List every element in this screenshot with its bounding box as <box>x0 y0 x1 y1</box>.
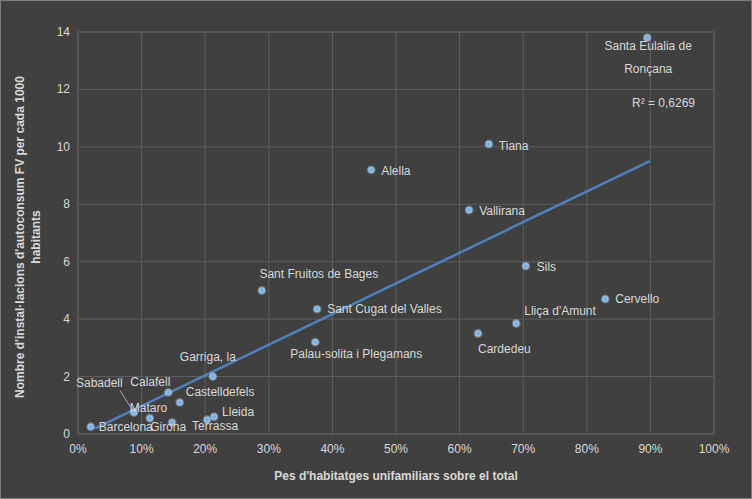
x-tick-label: 60% <box>448 442 472 456</box>
x-axis-title: Pes d'habitatges unifamiliars sobre el t… <box>274 469 518 483</box>
y-tick-label: 10 <box>57 140 71 154</box>
point-label: Sant Fruitos de Bages <box>259 267 378 281</box>
marks <box>88 35 651 430</box>
x-tick-label: 0% <box>69 442 87 456</box>
x-grid <box>396 32 397 434</box>
x-tick-label: 90% <box>638 442 662 456</box>
point <box>177 399 183 405</box>
point <box>475 330 481 336</box>
x-tick-label: 30% <box>257 442 281 456</box>
label-line: Sant Fruitos de Bages <box>259 267 378 281</box>
background <box>1 1 752 499</box>
point <box>368 167 374 173</box>
x-tick-label: 10% <box>130 442 154 456</box>
point-label: Santa Eulalia de Ronçana <box>605 39 693 76</box>
point <box>513 320 519 326</box>
label-line: Barcelona <box>99 420 153 434</box>
x-grid <box>268 32 269 434</box>
x-grid <box>205 32 206 434</box>
y-tick-label: 2 <box>63 370 70 384</box>
point <box>602 296 608 302</box>
label-line: Vallirana <box>479 204 525 218</box>
point-label: Palau-solita i Plegamans <box>290 347 422 361</box>
label-line: Sant Cugat del Valles <box>327 302 442 316</box>
point-label: Sils <box>537 260 556 274</box>
label-line: Ronçana <box>624 62 672 76</box>
point <box>486 141 492 147</box>
x-tick-label: 80% <box>575 442 599 456</box>
plot-frame <box>78 32 714 434</box>
point <box>523 263 529 269</box>
x-grid <box>332 32 333 434</box>
point-label: Garriga, la <box>180 350 236 364</box>
point-label: Sant Cugat del Valles <box>327 302 442 316</box>
label-line: Sabadell <box>76 376 123 390</box>
point-label: Calafell <box>130 375 170 389</box>
point-label: Girona <box>150 420 186 434</box>
y-tick-label: 6 <box>63 255 70 269</box>
point-label: Lliça d'Amunt <box>524 304 596 318</box>
label-line: Palau-solita i Plegamans <box>290 347 422 361</box>
y-tick-label: 8 <box>63 197 70 211</box>
point-label: Mataro <box>130 401 168 415</box>
point <box>259 287 265 293</box>
label-line: Cardedeu <box>478 342 531 356</box>
point-label: Tiana <box>499 139 529 153</box>
x-grid <box>586 32 587 434</box>
trend-line <box>95 161 650 428</box>
point <box>165 389 171 395</box>
point-label: Castelldefels <box>186 385 255 399</box>
label-line: Sils <box>537 260 556 274</box>
point-label: Barcelona <box>99 420 153 434</box>
label-line: Cervello <box>615 292 659 306</box>
point-label: Cardedeu <box>478 342 531 356</box>
x-tick-label: 70% <box>511 442 535 456</box>
y-tick-label: 12 <box>57 82 71 96</box>
chart: 0 2 4 6 8 10 12 14 0% 10% 20% 30% 40% 50% 60% 70% 80% 90%… <box>0 0 752 499</box>
label-line: Lleida <box>222 405 254 419</box>
point-label: Cervello <box>615 292 659 306</box>
point-label: Lleida <box>222 405 254 419</box>
point-label: Terrassa <box>192 419 238 433</box>
x-tick-label: 20% <box>193 442 217 456</box>
point <box>314 306 320 312</box>
point <box>210 373 216 379</box>
point <box>466 207 472 213</box>
x-grid <box>523 32 524 434</box>
point <box>88 424 94 430</box>
y-tick-label: 4 <box>63 312 70 326</box>
annotation: R² = 0,6269 <box>632 96 695 110</box>
point-label: Sabadell <box>76 376 123 390</box>
x-grid <box>650 32 651 434</box>
x-tick-label: 50% <box>384 442 408 456</box>
label-line: Terrassa <box>192 419 238 433</box>
point-label: Vallirana <box>479 204 525 218</box>
x-grid <box>459 32 460 434</box>
x-tick-label: 100% <box>699 442 730 456</box>
label-line: Alella <box>381 164 411 178</box>
label-line: Tiana <box>499 139 529 153</box>
label-line: Santa Eulalia de <box>605 39 693 53</box>
x-tick-label: 40% <box>320 442 344 456</box>
label-line: Calafell <box>130 375 170 389</box>
y-tick-label: 0 <box>63 427 70 441</box>
point <box>312 339 318 345</box>
label-line: Castelldefels <box>186 385 255 399</box>
label-line: Garriga, la <box>180 350 236 364</box>
y-axis-title: habitants <box>29 210 43 264</box>
x-grid <box>141 32 142 434</box>
point-labels: Santa Eulalia de Ronçana Tiana Alella Vallir… <box>76 39 692 434</box>
y-axis-title: Nombre d'instal·lacions d'autoconsum FV … <box>13 76 27 398</box>
point-label: Alella <box>381 164 411 178</box>
label-line: Lliça d'Amunt <box>524 304 596 318</box>
label-line: Mataro <box>130 401 168 415</box>
y-tick-label: 14 <box>57 25 71 39</box>
label-line: Girona <box>150 420 186 434</box>
